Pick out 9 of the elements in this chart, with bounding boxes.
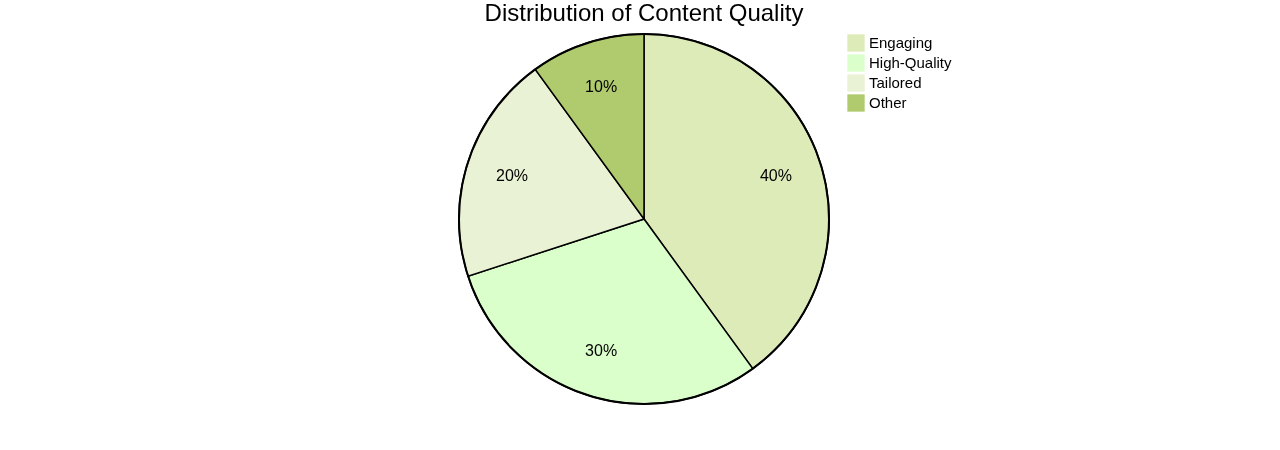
legend-label: Other xyxy=(869,94,907,111)
legend-label: High-Quality xyxy=(869,54,953,71)
legend-label: Engaging xyxy=(869,34,933,51)
data-label: 10% xyxy=(585,78,618,96)
legend-label: Tailored xyxy=(869,74,922,91)
data-label: 20% xyxy=(496,167,529,185)
data-label: 30% xyxy=(585,341,618,359)
chart-title: Distribution of Content Quality xyxy=(484,0,804,26)
data-label: 40% xyxy=(759,167,792,185)
